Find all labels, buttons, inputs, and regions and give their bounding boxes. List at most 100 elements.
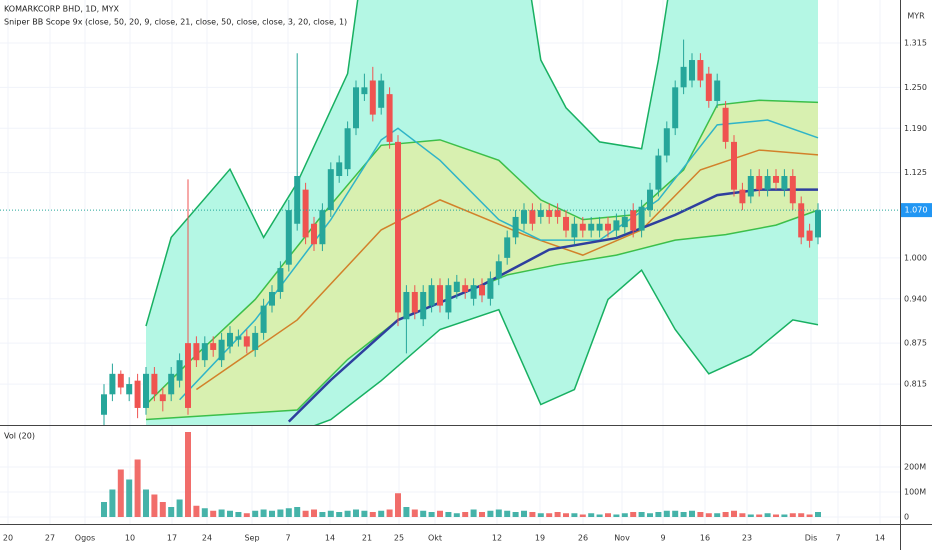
volume-bar xyxy=(680,512,687,517)
x-tick-label: 9 xyxy=(660,534,665,543)
candle-body xyxy=(445,285,452,313)
volume-bar xyxy=(294,507,301,517)
x-tick-label: 10 xyxy=(125,534,135,543)
candle-body xyxy=(571,223,578,238)
volume-bar xyxy=(227,510,233,517)
candle-body xyxy=(470,285,477,299)
volume-bar xyxy=(789,513,796,517)
candle-body xyxy=(168,373,175,395)
volume-bar xyxy=(714,513,721,517)
volume-bar xyxy=(647,513,653,517)
candle-body xyxy=(521,210,527,224)
candle-body xyxy=(210,343,217,350)
volume-bar xyxy=(453,513,460,517)
last-price-label: 1.070 xyxy=(905,206,928,215)
candle-body xyxy=(109,373,116,395)
candle-body xyxy=(764,176,771,190)
volume-bar xyxy=(672,510,679,517)
candle-body xyxy=(361,87,368,95)
candle-body xyxy=(621,216,628,228)
volume-bar xyxy=(193,505,200,517)
volume-bar xyxy=(437,510,443,517)
candle-body xyxy=(235,336,242,340)
candle-body xyxy=(117,373,124,388)
candle-body xyxy=(806,230,813,241)
volume-bar xyxy=(235,512,242,517)
candle-body xyxy=(596,223,603,231)
candle-body xyxy=(319,210,326,245)
volume-bar xyxy=(151,494,158,517)
volume-bar xyxy=(344,510,351,517)
volume-bar xyxy=(210,510,217,517)
volume-bar xyxy=(521,510,527,517)
candle-body xyxy=(512,216,519,238)
candle-body xyxy=(420,291,427,320)
volume-bar xyxy=(378,510,385,517)
candle-body xyxy=(613,220,620,231)
candle-body xyxy=(378,80,385,108)
candle-body xyxy=(201,343,208,361)
volume-bar xyxy=(369,512,376,517)
volume-bar xyxy=(252,510,259,517)
candle-body xyxy=(789,176,796,204)
candle-body xyxy=(411,291,418,313)
x-tick-label: Nov xyxy=(614,534,630,543)
volume-bar xyxy=(176,499,183,517)
volume-bar xyxy=(487,510,494,517)
candle-body xyxy=(663,128,670,156)
candle-body xyxy=(495,261,502,279)
x-tick-label: 21 xyxy=(362,534,372,543)
volume-bar xyxy=(336,512,343,517)
x-tick-label: 7 xyxy=(285,534,290,543)
volume-bar xyxy=(798,513,805,517)
candle-body xyxy=(260,305,267,333)
volume-bar xyxy=(529,512,536,517)
volume-bar xyxy=(311,509,317,517)
candle-body xyxy=(462,285,469,292)
y-tick-label: 0.940 xyxy=(904,294,927,303)
volume-bar xyxy=(109,489,116,517)
indicator-line xyxy=(195,149,819,391)
volume-bar xyxy=(512,512,519,517)
candle-body xyxy=(336,162,343,177)
candle-body xyxy=(277,268,284,292)
candle-body xyxy=(252,332,259,350)
candle-body xyxy=(479,285,485,296)
volume-bar xyxy=(764,513,771,517)
x-tick-label: Ogos xyxy=(75,534,95,543)
volume-bar xyxy=(495,509,502,517)
x-tick-label: 20 xyxy=(3,534,13,543)
volume-bar xyxy=(571,513,578,517)
volume-bar xyxy=(697,512,704,517)
candle-body xyxy=(218,339,225,361)
candle-body xyxy=(546,210,553,217)
volume-bar xyxy=(663,510,670,517)
candle-body xyxy=(747,176,754,197)
x-tick-label: 26 xyxy=(578,534,588,543)
candle-body xyxy=(697,60,704,81)
volume-bar xyxy=(126,479,133,517)
volume-bar xyxy=(781,514,788,517)
candle-body xyxy=(655,155,662,190)
candle-body xyxy=(193,343,200,361)
candle-body xyxy=(269,291,275,306)
volume-bar xyxy=(630,512,637,517)
volume-bar xyxy=(361,510,368,517)
volume-bar xyxy=(428,512,435,517)
candle-body xyxy=(588,223,595,231)
volume-bar xyxy=(596,514,603,517)
volume-bar xyxy=(260,509,267,517)
volume-bar xyxy=(806,514,813,517)
volume-bar xyxy=(731,510,737,517)
volume-bar xyxy=(185,432,191,517)
volume-bar xyxy=(101,502,107,517)
currency: MYR xyxy=(907,12,925,21)
volume-bar xyxy=(168,507,175,517)
candle-body xyxy=(705,73,712,101)
volume-bar xyxy=(621,513,628,517)
candle-body xyxy=(285,210,292,265)
x-tick-label: 12 xyxy=(492,534,502,543)
x-tick-label: Okt xyxy=(428,534,442,543)
candle-body xyxy=(714,80,721,101)
